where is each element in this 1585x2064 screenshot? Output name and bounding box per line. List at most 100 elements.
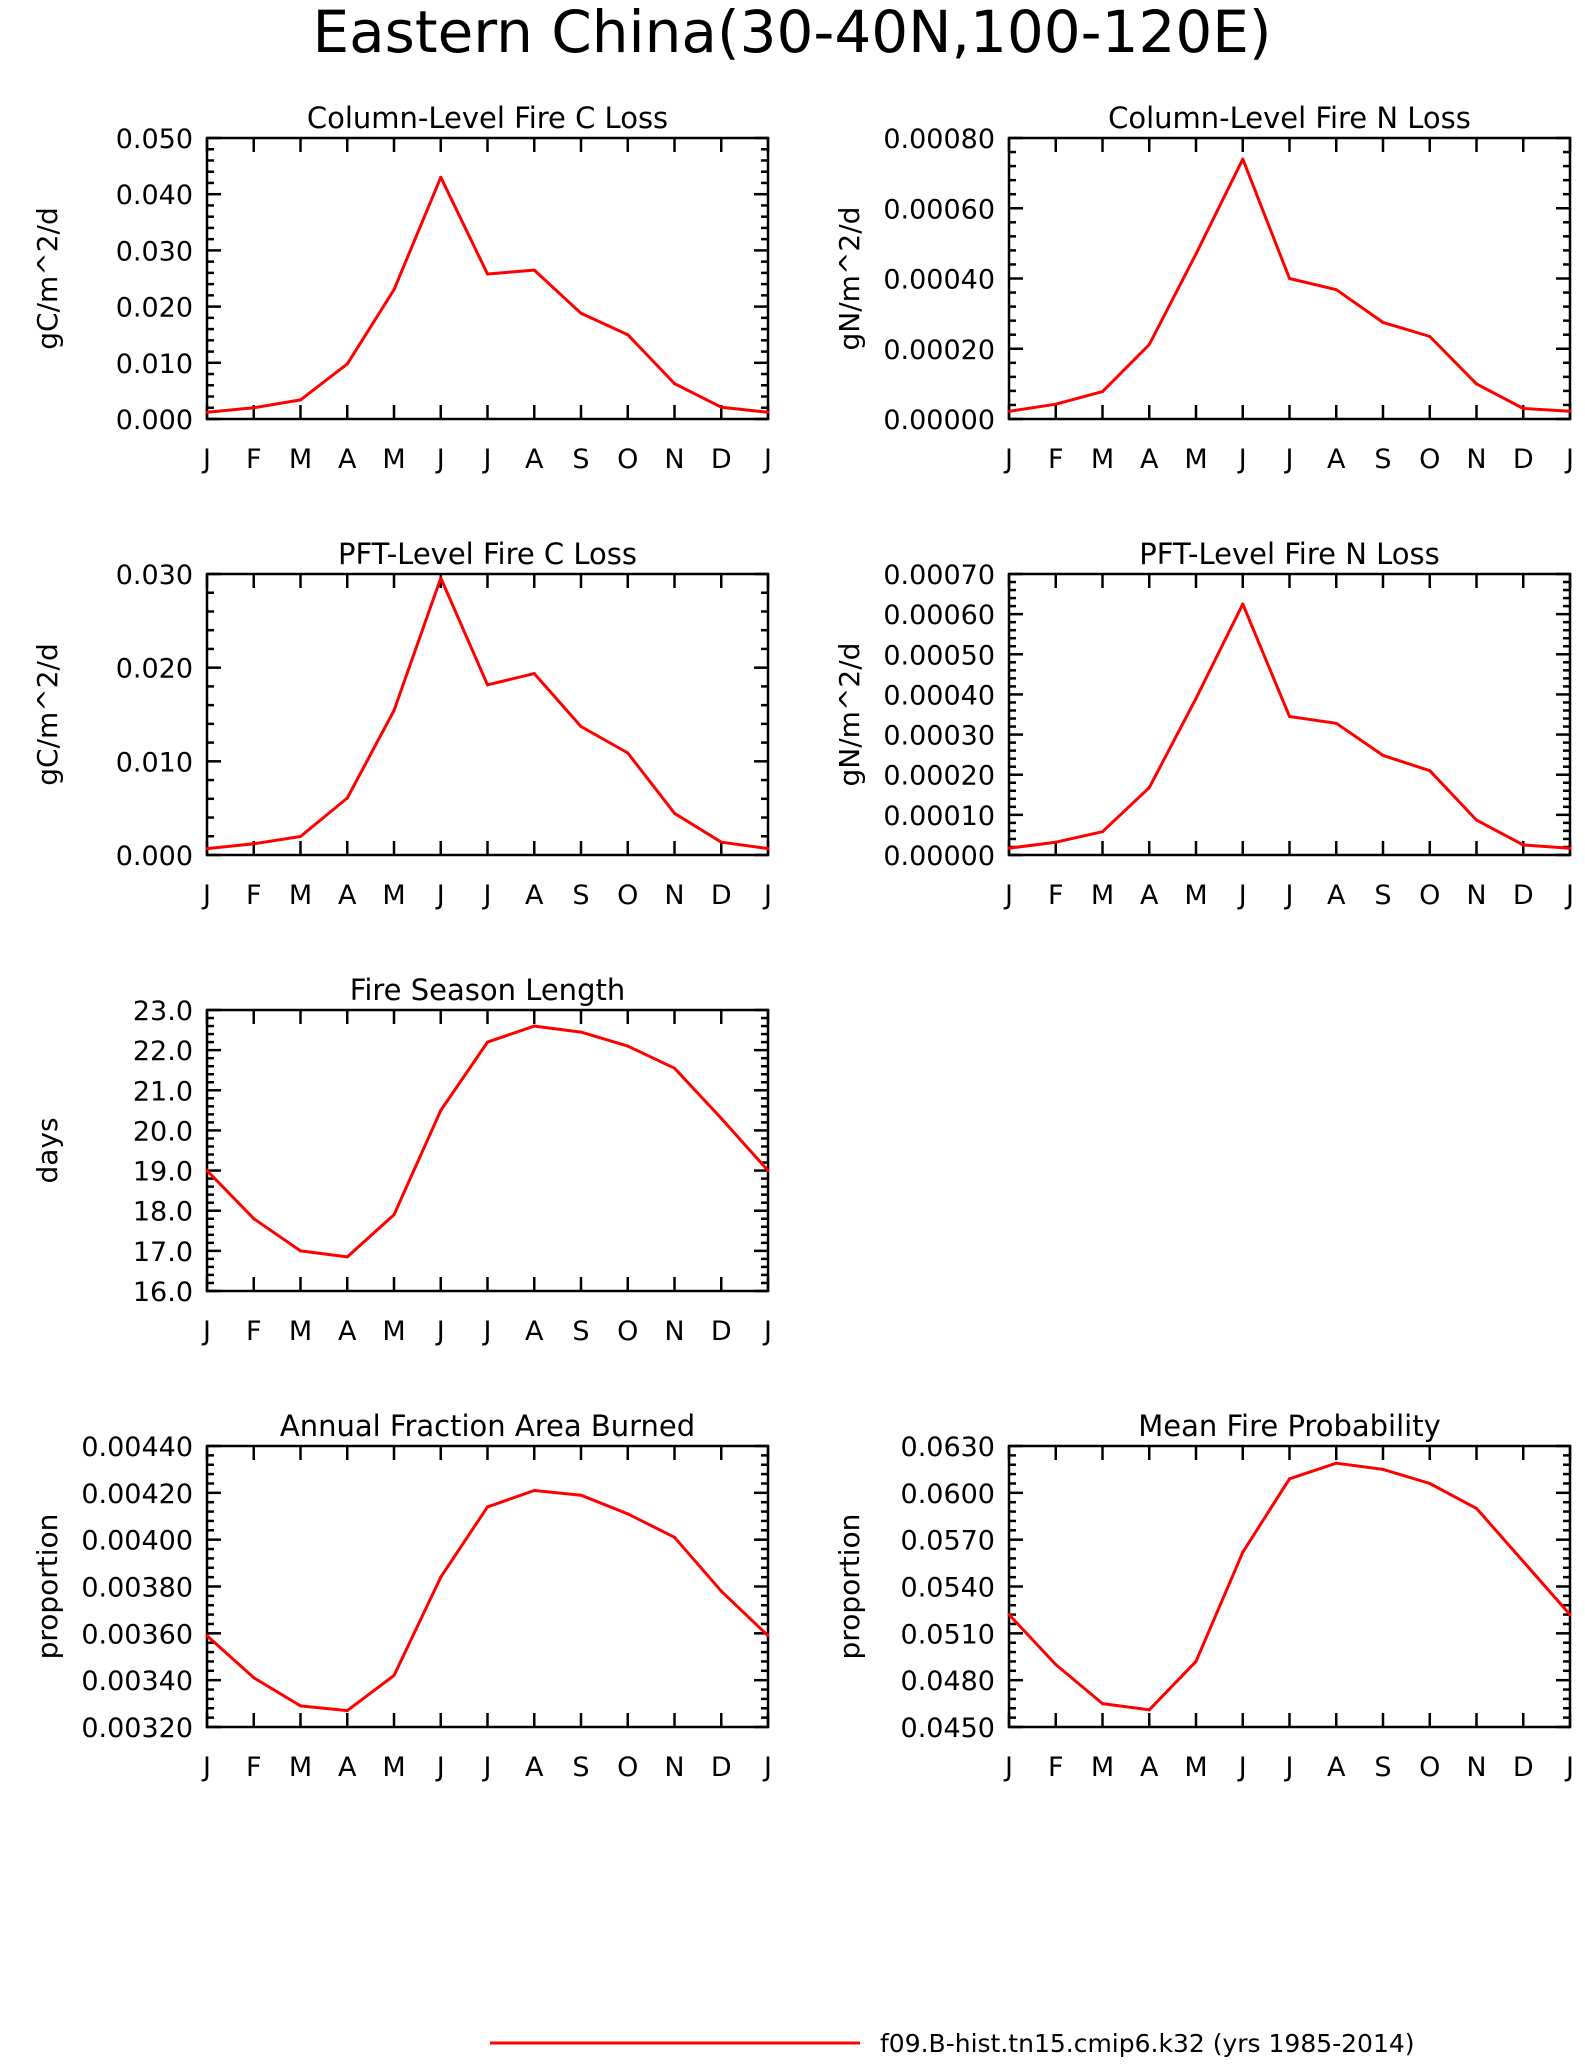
data-point: [439, 576, 443, 580]
series-line: [1008, 602, 1571, 850]
data-point: [1521, 406, 1525, 410]
x-tick-label: N: [664, 444, 684, 475]
data-point: [1381, 320, 1385, 324]
data-point: [1054, 402, 1058, 406]
x-tick-label: J: [201, 880, 211, 911]
data-point: [439, 1108, 443, 1112]
y-tick-label: 0.040: [116, 180, 193, 211]
data-point: [1428, 334, 1432, 338]
y-axis-label: gN/m^2/d: [833, 207, 866, 351]
x-tick-label: J: [482, 880, 492, 911]
y-tick-label: 0.00380: [81, 1573, 193, 1604]
x-tick-label: J: [435, 1752, 445, 1783]
y-axis-label: days: [31, 1117, 64, 1183]
data-point: [626, 751, 630, 755]
x-tick-label: F: [246, 1752, 262, 1783]
x-tick-label: D: [711, 1316, 732, 1347]
x-tick-label: J: [482, 1316, 492, 1347]
x-tick-label: N: [1466, 444, 1486, 475]
y-tick-label: 0.00010: [883, 801, 995, 832]
x-tick-label: M: [382, 880, 405, 911]
series-line: [206, 576, 769, 851]
data-point: [579, 1493, 583, 1497]
plot-frame: [205, 1444, 770, 1729]
data-point: [1428, 1481, 1432, 1485]
x-tick-label: M: [1184, 444, 1207, 475]
y-tick-label: 0.00050: [883, 640, 995, 671]
data-point: [532, 268, 536, 272]
data-point: [673, 1535, 676, 1539]
y-tick-label: 0.00070: [883, 560, 995, 591]
x-tick-label: M: [382, 444, 405, 475]
x-tick-label: S: [1374, 1752, 1391, 1783]
data-point: [1521, 1560, 1525, 1564]
data-point: [1428, 769, 1432, 773]
data-point: [1007, 1613, 1011, 1617]
series-line: [1007, 1461, 1572, 1712]
data-point: [345, 362, 349, 366]
x-tick-label: A: [525, 1316, 544, 1347]
data-point: [719, 840, 723, 844]
panel-7: Mean Fire Probability proportion 0.0450 0.0…: [833, 1409, 1574, 1783]
panel-title: Column-Level Fire C Loss: [307, 101, 668, 135]
data-point: [205, 1169, 209, 1173]
x-tick-label: J: [1237, 1752, 1247, 1783]
panel-title: Mean Fire Probability: [1138, 1409, 1441, 1443]
data-point: [439, 1575, 443, 1579]
data-point: [1334, 288, 1338, 292]
data-point: [1475, 382, 1478, 386]
x-tick-label: M: [289, 444, 312, 475]
x-tick-label: A: [1327, 1752, 1346, 1783]
data-point: [1381, 1467, 1385, 1471]
data-point: [1568, 846, 1572, 850]
data-point: [486, 683, 489, 687]
x-tick-label: O: [617, 444, 638, 475]
data-point: [766, 1634, 770, 1638]
x-tick-label: A: [1140, 1752, 1159, 1783]
panel-3: PFT-Level Fire C Loss gC/m^2/d 0.000 0.010 0…: [31, 537, 772, 911]
x-tick-label: J: [201, 1316, 211, 1347]
x-tick-label: N: [664, 1752, 684, 1783]
x-tick-label: N: [664, 880, 684, 911]
data-point: [1054, 840, 1058, 844]
data-point: [1007, 846, 1011, 850]
y-tick-label: 0.00060: [883, 600, 995, 631]
data-point: [1334, 721, 1338, 725]
x-tick-label: A: [338, 444, 357, 475]
x-tick-label: A: [525, 880, 544, 911]
x-tick-label: M: [382, 1316, 405, 1347]
plot-frame: [205, 1008, 770, 1293]
x-tick-label: S: [572, 444, 589, 475]
y-tick-label: 0.0540: [901, 1573, 995, 1604]
y-tick-label: 0.0630: [901, 1432, 995, 1463]
plot-frame: [1007, 1444, 1572, 1729]
plot-frame: [205, 136, 770, 421]
x-tick-label: J: [762, 1316, 772, 1347]
x-tick-label: J: [1284, 444, 1294, 475]
y-tick-label: 0.010: [116, 349, 193, 380]
panel-1: Column-Level Fire C Loss gC/m^2/d 0.000 0.0…: [31, 101, 772, 475]
x-tick-label: M: [1184, 1752, 1207, 1783]
x-tick-label: N: [1466, 1752, 1486, 1783]
panel-5: Fire Season Length days 16.0 17.0 18.0 19.0 20…: [31, 973, 772, 1347]
data-point: [252, 1676, 256, 1680]
legend-label: f09.B-hist.tn15.cmip6.k32 (yrs 1985-2014…: [880, 2029, 1415, 2058]
x-tick-label: A: [338, 880, 357, 911]
y-axis-label: gC/m^2/d: [31, 207, 64, 350]
y-tick-label: 0.00400: [81, 1526, 193, 1557]
data-point: [766, 1169, 770, 1173]
panel-title: Fire Season Length: [350, 973, 625, 1007]
y-axis-label: gC/m^2/d: [31, 643, 64, 786]
y-tick-label: 17.0: [133, 1237, 193, 1268]
x-tick-label: S: [572, 1752, 589, 1783]
y-tick-label: 0.000: [116, 841, 193, 872]
x-tick-label: J: [1003, 1752, 1013, 1783]
x-tick-label: J: [201, 1752, 211, 1783]
legend: f09.B-hist.tn15.cmip6.k32 (yrs 1985-2014…: [490, 2029, 1415, 2058]
data-point: [1101, 390, 1104, 394]
data-point: [1568, 1613, 1572, 1617]
data-point: [1101, 830, 1104, 834]
x-tick-label: J: [1284, 880, 1294, 911]
x-tick-label: D: [711, 444, 732, 475]
